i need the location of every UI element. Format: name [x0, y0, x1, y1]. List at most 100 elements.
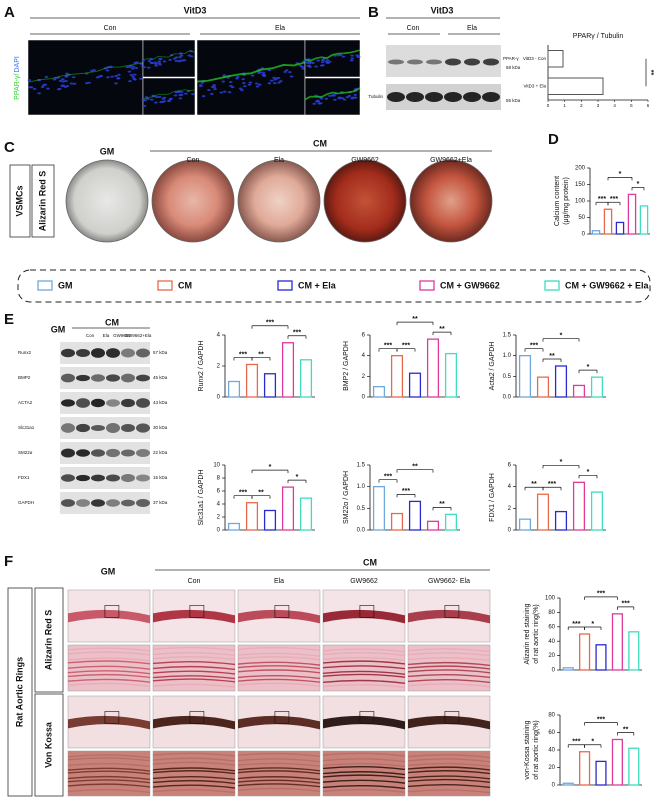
nucleus	[52, 78, 57, 81]
panel-label: F	[4, 553, 13, 570]
y-tick-label: 6	[217, 489, 221, 495]
significance-label: ***	[610, 196, 618, 203]
panel-label: A	[4, 4, 15, 21]
stain-signal	[304, 49, 361, 62]
tissue-layer	[67, 660, 151, 665]
nucleus	[131, 75, 135, 78]
significance-label: **	[531, 481, 537, 488]
nucleus	[267, 82, 272, 85]
y-tick-label: 60	[548, 730, 555, 736]
tissue-layer	[407, 661, 491, 667]
nucleus	[247, 83, 252, 86]
tissue-layer	[322, 684, 406, 689]
significance-label: **	[412, 464, 418, 471]
legend-swatch	[157, 280, 173, 291]
tissue-layer	[67, 779, 151, 784]
nucleus	[316, 99, 320, 102]
nucleus	[174, 59, 179, 62]
zoom-box	[274, 605, 290, 618]
blot-band	[76, 398, 90, 408]
nucleus	[316, 59, 320, 62]
blot-band	[76, 348, 90, 358]
zoom-box	[189, 605, 205, 618]
micrograph	[142, 77, 196, 116]
nucleus	[238, 87, 243, 90]
tissue-layer	[152, 761, 236, 766]
nucleus	[64, 80, 68, 83]
bar	[554, 365, 568, 398]
tissue-layer	[322, 656, 406, 662]
condition-label: Ela	[275, 25, 285, 32]
nucleus	[132, 77, 136, 80]
significance-label: **	[412, 316, 418, 323]
y-tick-label: 4	[508, 484, 512, 490]
significance-label: ***	[402, 343, 410, 350]
stain-signal	[196, 61, 306, 83]
blot-band	[121, 473, 135, 483]
nucleus	[105, 69, 110, 72]
significance-label: ***	[597, 716, 605, 723]
tissue-layer	[152, 675, 236, 680]
nucleus	[319, 97, 324, 100]
x-tick-label: 0	[547, 103, 550, 108]
nucleus	[347, 94, 352, 97]
bar	[390, 355, 404, 398]
y-tick-label: 0.5	[357, 506, 366, 512]
nucleus	[288, 71, 292, 74]
significance-label: *	[587, 364, 590, 371]
significance-label: ***	[530, 343, 538, 350]
blot-label: PPAR-γ	[503, 56, 519, 61]
blot-label: Runx2	[18, 350, 32, 355]
nucleus	[154, 64, 158, 67]
bar	[562, 782, 574, 786]
tissue-layer	[67, 647, 151, 652]
nucleus	[337, 96, 342, 99]
y-tick-label: 60	[548, 624, 555, 630]
tissue-layer	[322, 758, 406, 763]
nucleus	[57, 88, 62, 91]
panel-label: D	[548, 131, 559, 148]
blot-band	[388, 59, 404, 65]
group-header: CM	[105, 317, 119, 327]
blot-band	[136, 448, 150, 458]
nucleus	[200, 81, 205, 84]
bar	[572, 481, 586, 531]
tissue-layer	[67, 682, 151, 687]
tissue-layer	[322, 771, 406, 776]
stain-blue: DAPI	[14, 56, 21, 72]
group-header: GM	[101, 566, 116, 576]
blot-band	[76, 474, 90, 482]
nucleus	[324, 97, 329, 100]
y-axis-label: SM22α / GAPDH	[343, 471, 350, 524]
bar	[263, 373, 277, 398]
significance-label: *	[587, 469, 590, 476]
legend-label: CM	[178, 280, 192, 290]
blot-band	[61, 423, 75, 433]
legend-box	[17, 269, 651, 303]
condition-label: GW9662- Ela	[428, 578, 470, 585]
tissue-layer	[152, 767, 236, 772]
y-tick-label: 2	[508, 506, 512, 512]
label-box	[34, 693, 64, 797]
nucleus	[173, 94, 178, 97]
y-tick-label: 100	[545, 596, 556, 602]
nucleus	[353, 93, 358, 96]
tissue-layer	[237, 678, 321, 683]
zoom-box	[359, 711, 375, 724]
nucleus	[320, 61, 325, 64]
bar	[245, 502, 259, 531]
nucleus	[324, 60, 329, 63]
blot-band	[106, 399, 120, 407]
nucleus	[149, 98, 154, 101]
nucleus	[159, 101, 163, 104]
nucleus	[179, 52, 183, 55]
tissue-layer	[407, 784, 491, 789]
nucleus	[191, 93, 195, 96]
tissue-layer	[237, 770, 321, 775]
bar	[444, 352, 458, 398]
y-tick-label: 0	[217, 528, 221, 534]
significance-label: ***	[572, 739, 580, 746]
significance-label: ***	[548, 481, 556, 488]
blot-band	[121, 373, 135, 383]
tissue-layer	[152, 683, 236, 688]
